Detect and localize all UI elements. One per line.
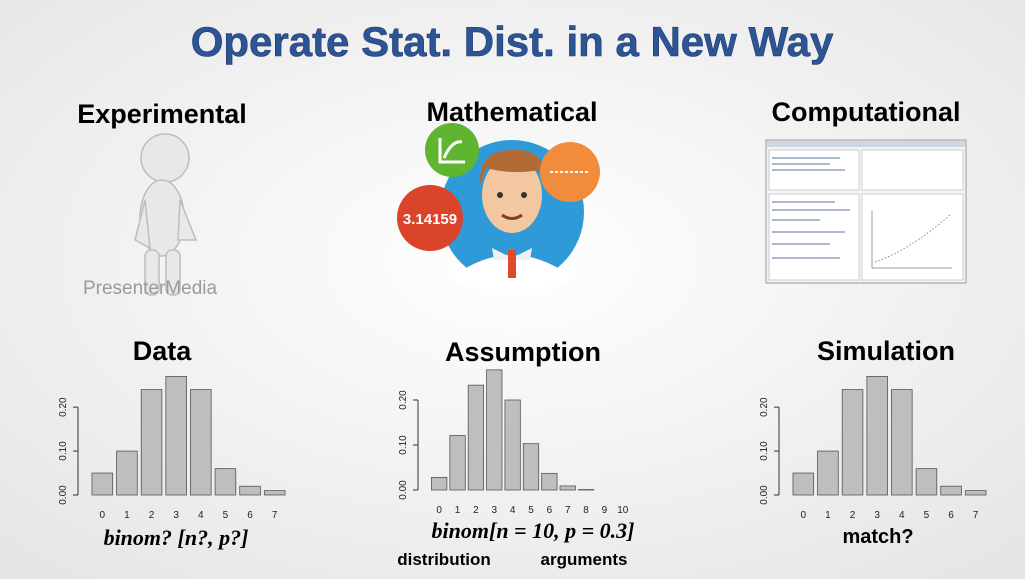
y-tick-label: 0.20: [759, 397, 770, 417]
bar: [190, 389, 212, 496]
x-tick-label: 4: [510, 505, 516, 516]
x-tick-label: 2: [473, 505, 479, 516]
x-tick-label: 6: [547, 505, 553, 516]
x-tick-label: 0: [100, 510, 106, 521]
x-tick-label: 5: [528, 505, 534, 516]
bar: [792, 472, 815, 496]
bar: [964, 490, 987, 496]
x-tick-label: 6: [948, 510, 954, 521]
watermark: PresenterMedia: [83, 278, 218, 299]
x-tick-label: 9: [602, 505, 608, 516]
bar: [91, 472, 114, 496]
chart-title: Data: [133, 336, 193, 366]
bar: [165, 375, 187, 496]
y-tick-label: 0.10: [759, 441, 770, 461]
x-tick-label: 5: [223, 510, 229, 521]
scientist-illustration: [397, 123, 600, 291]
bar: [214, 468, 237, 496]
x-tick-label: 0: [436, 505, 442, 516]
bar: [522, 443, 540, 491]
y-tick-label: 0.00: [58, 485, 69, 505]
caption: binom[n = 10, p = 0.3]: [432, 518, 635, 543]
y-tick-label: 0.10: [398, 435, 409, 455]
bar: [940, 485, 962, 496]
x-tick-label: 6: [247, 510, 253, 521]
bar: [891, 389, 913, 496]
x-tick-label: 5: [924, 510, 930, 521]
bar: [263, 490, 286, 496]
column-heading: Experimental: [77, 99, 247, 129]
bar: [841, 389, 864, 496]
bar: [817, 450, 839, 496]
y-tick-label: 0.00: [759, 485, 770, 505]
x-tick-label: 8: [583, 505, 589, 516]
x-tick-label: 1: [124, 510, 130, 521]
caption-note: arguments: [541, 550, 628, 569]
bar: [866, 375, 888, 496]
column-heading: Mathematical: [426, 97, 597, 127]
x-tick-label: 7: [272, 510, 278, 521]
x-tick-label: 0: [801, 510, 807, 521]
y-tick-label: 0.10: [58, 441, 69, 461]
bar: [504, 399, 521, 491]
x-tick-label: 1: [825, 510, 831, 521]
x-tick-label: 10: [617, 505, 629, 516]
y-tick-label: 0.20: [398, 390, 409, 410]
bar: [239, 485, 261, 496]
x-tick-label: 1: [455, 505, 461, 516]
caption: match?: [842, 526, 913, 548]
column-heading: Computational: [772, 97, 961, 127]
bar: [431, 476, 448, 491]
bar: [467, 384, 485, 491]
chart-title: Assumption: [445, 337, 601, 367]
x-tick-label: 4: [198, 510, 204, 521]
caption-note: distribution: [397, 550, 490, 569]
bar: [140, 389, 163, 496]
x-tick-label: 2: [149, 510, 155, 521]
bar: [541, 472, 558, 491]
y-tick-label: 0.00: [398, 480, 409, 500]
x-tick-label: 3: [874, 510, 880, 521]
bar: [559, 485, 576, 491]
bar: [449, 435, 466, 491]
x-tick-label: 4: [899, 510, 905, 521]
bar: [915, 468, 938, 496]
x-tick-label: 3: [491, 505, 497, 516]
x-tick-label: 7: [973, 510, 979, 521]
figure-illustration: [134, 133, 198, 296]
slide-title: Operate Stat. Dist. in a New Way: [191, 18, 834, 65]
bar: [486, 369, 503, 491]
bar: [116, 450, 138, 496]
x-tick-label: 3: [173, 510, 179, 521]
y-tick-label: 0.20: [58, 397, 69, 417]
bubble-text: 3.14159: [403, 211, 457, 228]
chart-title: Simulation: [817, 336, 955, 366]
x-tick-label: 7: [565, 505, 571, 516]
x-tick-label: 2: [850, 510, 856, 521]
rstudio-screenshot: [765, 139, 967, 284]
caption: binom? [n?, p?]: [104, 525, 249, 550]
